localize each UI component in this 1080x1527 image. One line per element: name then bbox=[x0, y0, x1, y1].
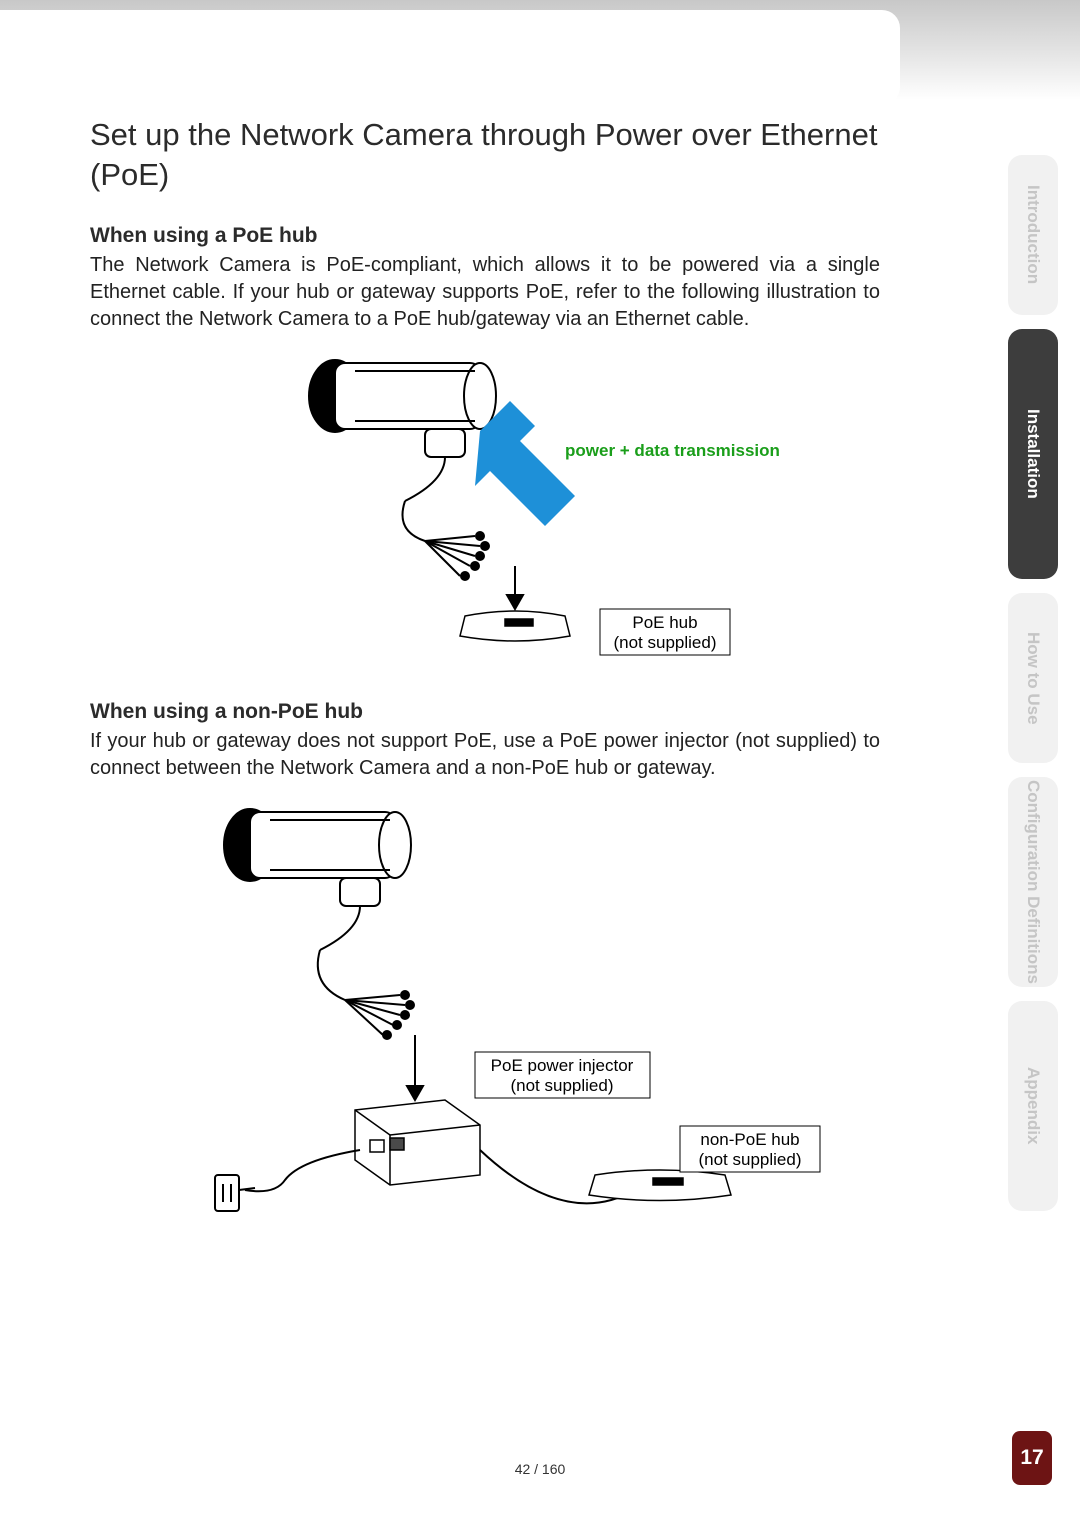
section1-text: The Network Camera is PoE-compliant, whi… bbox=[90, 252, 880, 333]
svg-text:PoE power injector: PoE power injector bbox=[491, 1056, 634, 1075]
main-content: Set up the Network Camera through Power … bbox=[90, 115, 880, 1259]
cable-fan-icon bbox=[318, 950, 414, 1039]
tab-introduction[interactable]: Introduction bbox=[1008, 155, 1058, 315]
figure-poe: power + data transmission PoE hub (not s… bbox=[90, 341, 880, 676]
tab-how-to-use[interactable]: How to Use bbox=[1008, 593, 1058, 763]
non-poe-hub-label: non-PoE hub (not supplied) bbox=[680, 1126, 820, 1172]
arrow-label: power + data transmission bbox=[565, 441, 780, 460]
svg-text:(not supplied): (not supplied) bbox=[613, 633, 716, 652]
figure-non-poe: PoE power injector (not supplied) bbox=[90, 790, 880, 1235]
injector-label: PoE power injector (not supplied) bbox=[475, 1052, 650, 1098]
down-arrow-icon bbox=[507, 566, 523, 609]
section2-text: If your hub or gateway does not support … bbox=[90, 728, 880, 782]
poe-injector-icon bbox=[355, 1100, 480, 1185]
page-counter: 42 / 160 bbox=[0, 1461, 1080, 1477]
page-title: Set up the Network Camera through Power … bbox=[90, 115, 880, 196]
poe-hub-icon bbox=[460, 611, 570, 641]
cable-fan-icon bbox=[403, 501, 490, 580]
tab-configuration[interactable]: Configuration Definitions bbox=[1008, 777, 1058, 987]
svg-text:(not supplied): (not supplied) bbox=[510, 1076, 613, 1095]
side-tabs: Introduction Installation How to Use Con… bbox=[1008, 155, 1058, 1225]
down-arrow-icon bbox=[407, 1035, 423, 1100]
tab-installation[interactable]: Installation bbox=[1008, 329, 1058, 579]
camera-icon bbox=[309, 360, 496, 501]
header-white-overlay bbox=[0, 10, 900, 105]
section1-heading: When using a PoE hub bbox=[90, 224, 880, 248]
svg-text:(not supplied): (not supplied) bbox=[698, 1150, 801, 1169]
svg-text:non-PoE hub: non-PoE hub bbox=[700, 1130, 799, 1149]
camera-icon bbox=[224, 809, 411, 950]
tab-appendix[interactable]: Appendix bbox=[1008, 1001, 1058, 1211]
non-poe-hub-icon bbox=[589, 1170, 731, 1201]
section2-heading: When using a non-PoE hub bbox=[90, 700, 880, 724]
power-cord-icon bbox=[215, 1150, 360, 1211]
poe-hub-label: PoE hub (not supplied) bbox=[600, 609, 730, 655]
svg-text:PoE hub: PoE hub bbox=[632, 613, 697, 632]
